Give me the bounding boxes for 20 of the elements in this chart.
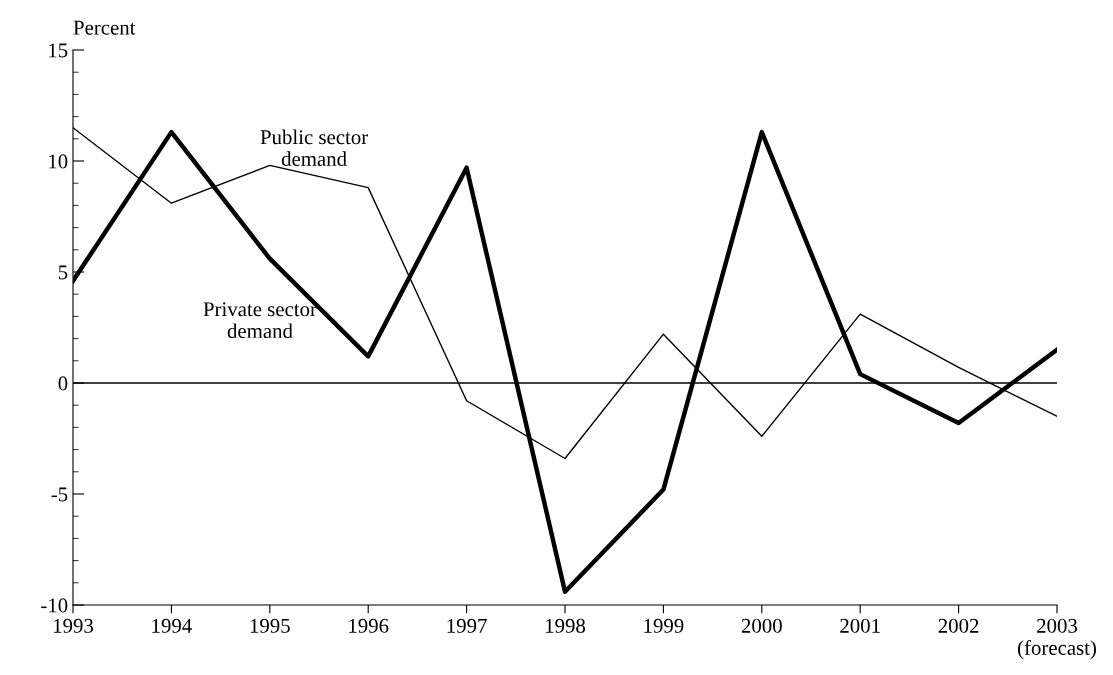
x-tick-label: 1999 <box>644 618 684 633</box>
series-label: Private sector demand <box>203 302 317 339</box>
x-tick-label: 2003 (forecast) <box>1018 618 1096 660</box>
x-tick-label: 1995 <box>250 618 290 633</box>
y-axis-title: Percent <box>73 20 136 35</box>
series-label: Public sector demand <box>260 129 368 167</box>
x-tick-label: 2001 <box>840 618 880 633</box>
y-tick-label: -10 <box>41 598 68 613</box>
x-tick-label: 1998 <box>546 618 586 633</box>
x-tick-label: 1994 <box>152 618 192 633</box>
x-tick-label: 2002 <box>938 618 979 633</box>
y-tick-label: 0 <box>58 376 68 391</box>
x-tick-label: 2000 <box>741 618 782 633</box>
x-tick-label: 1996 <box>349 618 389 633</box>
x-tick-label: 1993 <box>54 618 94 633</box>
y-tick-label: -5 <box>51 487 68 502</box>
y-tick-label: 5 <box>58 265 68 280</box>
y-tick-label: 10 <box>49 154 68 169</box>
y-tick-label: 15 <box>49 43 68 58</box>
x-tick-label: 1997 <box>447 618 487 633</box>
